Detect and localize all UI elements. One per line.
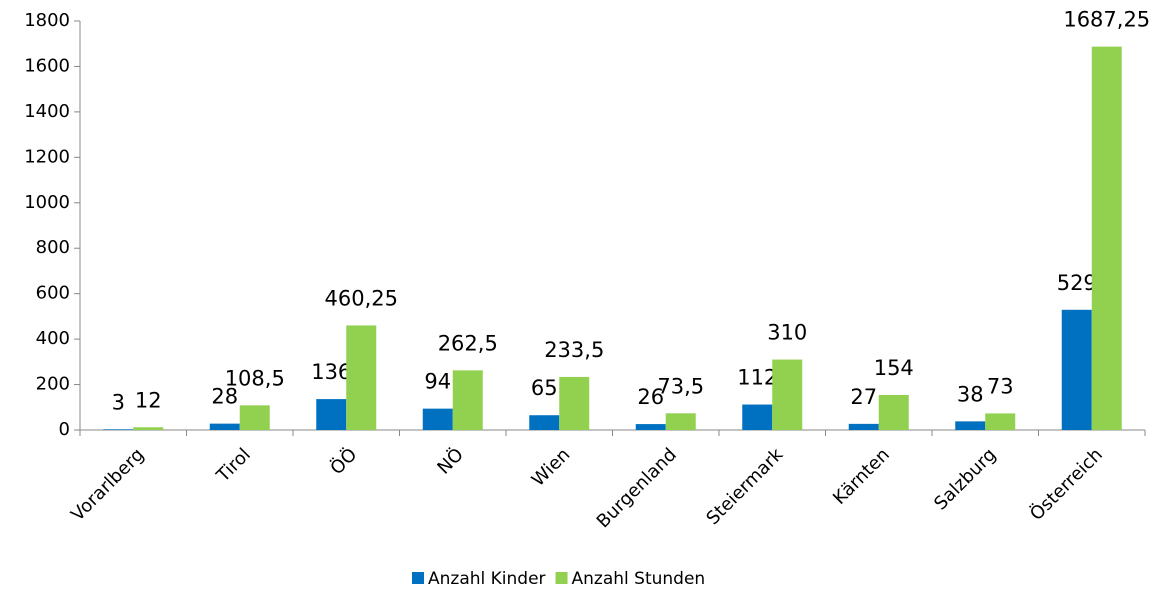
x-tick-label: Österreich — [1025, 444, 1106, 525]
data-label: 65 — [531, 376, 558, 400]
data-label: 310 — [767, 321, 807, 345]
data-label: 1687,25 — [1063, 8, 1150, 32]
x-tick-label: Salzburg — [930, 444, 1000, 514]
data-label: 28 — [211, 385, 238, 409]
bar — [848, 423, 879, 430]
data-label: 73,5 — [657, 374, 704, 398]
bar — [209, 423, 240, 430]
bar — [665, 413, 696, 430]
data-label: 12 — [135, 388, 162, 412]
x-tick-label: Steiermark — [702, 444, 787, 529]
bar — [316, 399, 347, 430]
bar — [103, 429, 134, 430]
bar — [346, 325, 377, 430]
bar — [1091, 46, 1122, 431]
y-tick-label: 800 — [36, 237, 70, 258]
data-label: 136 — [311, 360, 351, 384]
y-tick-label: 0 — [59, 419, 70, 440]
data-label: 3 — [112, 390, 125, 414]
data-label: 262,5 — [438, 331, 498, 355]
bar — [559, 376, 590, 430]
data-label: 73 — [987, 374, 1014, 398]
data-label: 27 — [850, 385, 877, 409]
y-tick-label: 1800 — [24, 10, 70, 31]
bar — [955, 421, 986, 430]
x-tick-label: Vorarlberg — [67, 444, 148, 525]
data-label: 154 — [874, 356, 914, 380]
y-tick-label: 1600 — [24, 55, 70, 76]
bar — [422, 408, 453, 430]
bar — [529, 415, 560, 430]
data-label: 94 — [424, 370, 451, 394]
bar — [133, 427, 164, 430]
x-tick-label: Kärnten — [829, 444, 894, 509]
data-label: 108,5 — [225, 366, 285, 390]
data-label: 38 — [957, 382, 984, 406]
bar — [985, 413, 1016, 430]
legend-label: Anzahl Stunden — [572, 569, 706, 589]
y-tick-label: 1400 — [24, 101, 70, 122]
bar — [1061, 309, 1092, 430]
x-tick-label: Wien — [528, 444, 575, 491]
data-label: 460,25 — [325, 286, 398, 310]
data-label: 112 — [737, 366, 777, 390]
x-tick-label: ÖÖ — [326, 444, 362, 480]
bar — [772, 359, 803, 430]
legend-swatch — [555, 572, 568, 584]
legend-label: Anzahl Kinder — [428, 569, 546, 589]
legend-swatch — [412, 572, 424, 584]
x-tick-label: NÖ — [433, 444, 468, 479]
x-tick-label: Burgenland — [593, 444, 681, 532]
data-label: 26 — [637, 385, 664, 409]
bar — [452, 370, 483, 430]
data-label: 529 — [1057, 271, 1097, 295]
y-tick-label: 1000 — [24, 192, 70, 213]
bar — [878, 395, 909, 430]
y-tick-label: 400 — [36, 328, 70, 349]
y-tick-label: 600 — [36, 283, 70, 304]
x-tick-label: Tirol — [212, 444, 255, 487]
bar — [635, 424, 666, 430]
bar — [239, 405, 270, 430]
y-tick-label: 200 — [36, 374, 70, 395]
bar — [742, 404, 773, 430]
data-label: 233,5 — [544, 338, 604, 362]
y-tick-label: 1200 — [24, 146, 70, 167]
